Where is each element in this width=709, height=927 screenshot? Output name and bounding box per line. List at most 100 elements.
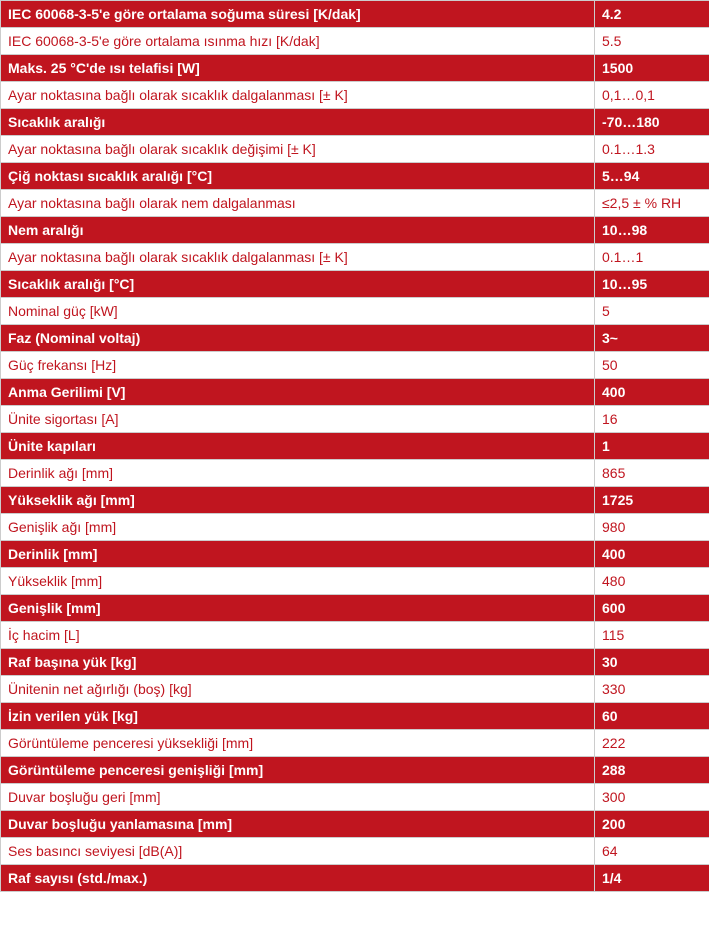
- spec-value: 10…98: [594, 216, 709, 244]
- spec-label: Ünitenin net ağırlığı (boş) [kg]: [0, 675, 595, 703]
- spec-label: Derinlik ağı [mm]: [0, 459, 595, 487]
- table-row: Görüntüleme penceresi genişliği [mm] 288: [0, 756, 709, 784]
- spec-label: Ayar noktasına bağlı olarak nem dalgalan…: [0, 189, 595, 217]
- table-row: Anma Gerilimi [V] 400: [0, 378, 709, 406]
- spec-table: IEC 60068-3-5'e göre ortalama soğuma sür…: [0, 0, 709, 892]
- spec-value: 480: [594, 567, 709, 595]
- spec-label: Genişlik [mm]: [0, 594, 595, 622]
- spec-value: 0.1…1: [594, 243, 709, 271]
- table-row: Ünite kapıları 1: [0, 432, 709, 460]
- spec-label: Duvar boşluğu geri [mm]: [0, 783, 595, 811]
- spec-label: Ünite kapıları: [0, 432, 595, 460]
- table-row: Raf sayısı (std./max.) 1/4: [0, 864, 709, 892]
- spec-label: Ayar noktasına bağlı olarak sıcaklık dal…: [0, 81, 595, 109]
- spec-label: Nem aralığı: [0, 216, 595, 244]
- table-row: Nem aralığı 10…98: [0, 216, 709, 244]
- spec-label: Sıcaklık aralığı: [0, 108, 595, 136]
- spec-label: Raf başına yük [kg]: [0, 648, 595, 676]
- spec-label: Anma Gerilimi [V]: [0, 378, 595, 406]
- spec-value: 5.5: [594, 27, 709, 55]
- table-row: Derinlik [mm] 400: [0, 540, 709, 568]
- spec-value: 200: [594, 810, 709, 838]
- spec-value: 865: [594, 459, 709, 487]
- spec-value: 300: [594, 783, 709, 811]
- table-row: Maks. 25 °C'de ısı telafisi [W] 1500: [0, 54, 709, 82]
- spec-value: 1: [594, 432, 709, 460]
- table-row: Duvar boşluğu geri [mm] 300: [0, 783, 709, 811]
- table-row: Çiğ noktası sıcaklık aralığı [°C] 5…94: [0, 162, 709, 190]
- spec-value: 3~: [594, 324, 709, 352]
- spec-value: 400: [594, 540, 709, 568]
- table-row: Genişlik ağı [mm] 980: [0, 513, 709, 541]
- spec-value: 4.2: [594, 0, 709, 28]
- spec-value: 115: [594, 621, 709, 649]
- spec-value: 600: [594, 594, 709, 622]
- spec-label: Çiğ noktası sıcaklık aralığı [°C]: [0, 162, 595, 190]
- table-row: Ses basıncı seviyesi [dB(A)] 64: [0, 837, 709, 865]
- table-row: Görüntüleme penceresi yüksekliği [mm] 222: [0, 729, 709, 757]
- table-row: Faz (Nominal voltaj) 3~: [0, 324, 709, 352]
- spec-label: Ses basıncı seviyesi [dB(A)]: [0, 837, 595, 865]
- spec-value: 60: [594, 702, 709, 730]
- spec-value: 5…94: [594, 162, 709, 190]
- spec-label: Görüntüleme penceresi yüksekliği [mm]: [0, 729, 595, 757]
- spec-label: IEC 60068-3-5'e göre ortalama soğuma sür…: [0, 0, 595, 28]
- spec-value: 400: [594, 378, 709, 406]
- spec-value: ≤2,5 ± % RH: [594, 189, 709, 217]
- table-row: Nominal güç [kW] 5: [0, 297, 709, 325]
- spec-value: 1/4: [594, 864, 709, 892]
- spec-value: 980: [594, 513, 709, 541]
- table-row: Sıcaklık aralığı -70…180: [0, 108, 709, 136]
- spec-value: -70…180: [594, 108, 709, 136]
- spec-label: Faz (Nominal voltaj): [0, 324, 595, 352]
- table-row: Ünite sigortası [A] 16: [0, 405, 709, 433]
- table-row: Duvar boşluğu yanlamasına [mm] 200: [0, 810, 709, 838]
- table-row: İç hacim [L] 115: [0, 621, 709, 649]
- table-row: Yükseklik ağı [mm] 1725: [0, 486, 709, 514]
- spec-value: 0.1…1.3: [594, 135, 709, 163]
- spec-label: Derinlik [mm]: [0, 540, 595, 568]
- spec-label: IEC 60068-3-5'e göre ortalama ısınma hız…: [0, 27, 595, 55]
- spec-value: 1500: [594, 54, 709, 82]
- table-row: İzin verilen yük [kg] 60: [0, 702, 709, 730]
- spec-label: Raf sayısı (std./max.): [0, 864, 595, 892]
- table-row: Yükseklik [mm] 480: [0, 567, 709, 595]
- table-row: Raf başına yük [kg] 30: [0, 648, 709, 676]
- spec-label: Görüntüleme penceresi genişliği [mm]: [0, 756, 595, 784]
- spec-value: 288: [594, 756, 709, 784]
- spec-table-body: IEC 60068-3-5'e göre ortalama soğuma sür…: [0, 0, 709, 892]
- table-row: Ünitenin net ağırlığı (boş) [kg] 330: [0, 675, 709, 703]
- table-row: Ayar noktasına bağlı olarak sıcaklık dal…: [0, 243, 709, 271]
- spec-label: İç hacim [L]: [0, 621, 595, 649]
- table-row: Ayar noktasına bağlı olarak nem dalgalan…: [0, 189, 709, 217]
- spec-label: Sıcaklık aralığı [°C]: [0, 270, 595, 298]
- spec-label: Nominal güç [kW]: [0, 297, 595, 325]
- spec-value: 50: [594, 351, 709, 379]
- table-row: Derinlik ağı [mm] 865: [0, 459, 709, 487]
- spec-label: Yükseklik [mm]: [0, 567, 595, 595]
- spec-value: 330: [594, 675, 709, 703]
- spec-value: 5: [594, 297, 709, 325]
- table-row: Ayar noktasına bağlı olarak sıcaklık değ…: [0, 135, 709, 163]
- spec-value: 64: [594, 837, 709, 865]
- spec-value: 30: [594, 648, 709, 676]
- spec-value: 16: [594, 405, 709, 433]
- spec-label: Güç frekansı [Hz]: [0, 351, 595, 379]
- spec-value: 10…95: [594, 270, 709, 298]
- table-row: Genişlik [mm] 600: [0, 594, 709, 622]
- table-row: Güç frekansı [Hz] 50: [0, 351, 709, 379]
- spec-label: Maks. 25 °C'de ısı telafisi [W]: [0, 54, 595, 82]
- table-row: Sıcaklık aralığı [°C] 10…95: [0, 270, 709, 298]
- spec-value: 0,1…0,1: [594, 81, 709, 109]
- spec-label: Ayar noktasına bağlı olarak sıcaklık değ…: [0, 135, 595, 163]
- table-row: IEC 60068-3-5'e göre ortalama soğuma sür…: [0, 0, 709, 28]
- spec-label: Yükseklik ağı [mm]: [0, 486, 595, 514]
- spec-label: Ayar noktasına bağlı olarak sıcaklık dal…: [0, 243, 595, 271]
- spec-label: Ünite sigortası [A]: [0, 405, 595, 433]
- spec-label: Genişlik ağı [mm]: [0, 513, 595, 541]
- table-row: Ayar noktasına bağlı olarak sıcaklık dal…: [0, 81, 709, 109]
- table-row: IEC 60068-3-5'e göre ortalama ısınma hız…: [0, 27, 709, 55]
- spec-label: İzin verilen yük [kg]: [0, 702, 595, 730]
- spec-value: 1725: [594, 486, 709, 514]
- spec-label: Duvar boşluğu yanlamasına [mm]: [0, 810, 595, 838]
